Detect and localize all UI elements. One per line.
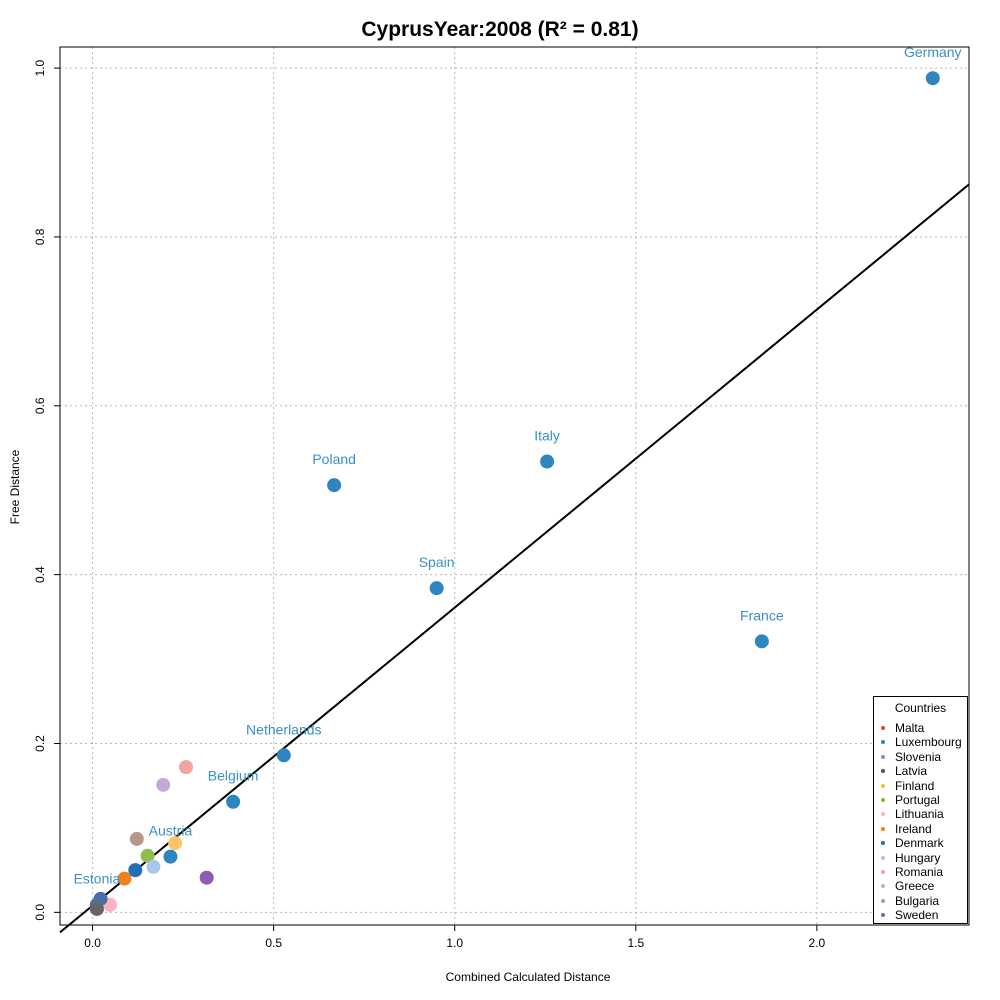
legend-item: Luxembourg: [874, 735, 967, 749]
x-tick-label: 0.5: [265, 936, 282, 950]
legend-swatch: [881, 841, 885, 846]
legend-swatch: [881, 826, 885, 831]
y-tick-label: 0.6: [33, 397, 47, 414]
data-point: [925, 71, 940, 86]
legend-label: Portugal: [895, 792, 940, 807]
x-tick-label: 1.5: [627, 936, 644, 950]
legend-label: Romania: [895, 864, 944, 879]
legend-item: Finland: [874, 779, 967, 793]
legend-swatch: [881, 726, 885, 730]
legend-swatch: [881, 797, 885, 802]
point-label: Italy: [534, 428, 560, 444]
y-tick-label: 0.2: [33, 735, 47, 752]
legend-swatch: [881, 884, 885, 889]
data-point: [156, 777, 171, 792]
point-label: France: [740, 607, 784, 623]
point-label: Belgium: [208, 768, 259, 784]
point-label: Austria: [149, 823, 193, 839]
legend-swatch: [881, 812, 885, 817]
data-point: [117, 871, 132, 886]
point-label: Estonia: [74, 871, 121, 887]
legend-title: Countries: [894, 701, 947, 715]
data-point: [226, 794, 241, 809]
data-point: [129, 831, 144, 846]
data-point: [128, 863, 143, 878]
legend-swatch: [881, 783, 885, 788]
y-tick-label: 0.4: [33, 566, 47, 583]
legend-swatch: [881, 898, 885, 903]
legend-label: Finland: [895, 778, 935, 793]
data-point: [89, 901, 104, 916]
y-axis-label: Free Distance: [8, 449, 22, 525]
legend-item: Denmark: [874, 836, 967, 850]
legend-swatch: [881, 754, 885, 759]
legend-label: Denmark: [895, 836, 944, 851]
legend-swatch: [881, 855, 885, 860]
x-tick-label: 1.0: [446, 936, 463, 950]
legend-label: Hungary: [895, 850, 941, 865]
plot-frame: [59, 46, 970, 926]
data-point: [168, 836, 183, 851]
legend-item: Bulgaria: [874, 894, 967, 908]
y-tick-label: 0.8: [33, 228, 47, 245]
legend-item: Hungary: [874, 851, 967, 865]
legend-label: Bulgaria: [895, 893, 940, 908]
legend-item: Latvia: [874, 764, 967, 778]
point-label: Netherlands: [246, 721, 322, 737]
data-point: [179, 760, 194, 775]
data-point: [429, 581, 444, 596]
legend-label: Malta: [895, 721, 925, 735]
regression-line: [59, 183, 970, 934]
x-axis-label: Combined Calculated Distance: [445, 970, 611, 984]
data-point: [276, 748, 291, 763]
y-tick-label: 1.0: [33, 59, 47, 76]
chart-title: CyprusYear:2008 (R² = 0.81): [361, 18, 639, 41]
point-label: Germany: [904, 44, 962, 60]
legend-item: Portugal: [874, 793, 967, 807]
legend-label: Slovenia: [895, 749, 942, 764]
legend-swatch: [881, 869, 885, 874]
legend-label: Sweden: [895, 908, 939, 923]
legend-item: Sweden: [874, 908, 967, 922]
legend-swatch: [881, 740, 885, 745]
y-tick-label: 0.0: [33, 904, 47, 921]
point-label: Poland: [312, 451, 356, 467]
legend-item: Ireland: [874, 822, 967, 836]
legend-item: Slovenia: [874, 750, 967, 764]
legend-label: Luxembourg: [895, 735, 962, 750]
data-point: [754, 634, 769, 649]
legend-item: Romania: [874, 865, 967, 879]
x-tick-label: 2.0: [809, 936, 826, 950]
data-point: [199, 870, 214, 885]
legend: Countries Malta Luxembourg Slovenia Latvia F…: [873, 696, 968, 924]
data-point: [540, 454, 555, 469]
legend-item: Lithuania: [874, 807, 967, 821]
legend-swatch: [881, 769, 885, 774]
data-point: [327, 478, 342, 493]
legend-label: Greece: [895, 879, 935, 894]
data-point: [163, 849, 178, 864]
legend-label: Latvia: [895, 764, 928, 779]
legend-item: Malta: [874, 721, 967, 735]
x-tick-label: 0.0: [84, 936, 101, 950]
legend-swatch: [881, 913, 885, 918]
legend-label: Lithuania: [895, 807, 944, 822]
point-label: Spain: [419, 554, 455, 570]
legend-label: Ireland: [895, 821, 932, 836]
legend-item: Greece: [874, 879, 967, 893]
data-point: [140, 848, 155, 863]
data-point: [146, 859, 161, 874]
